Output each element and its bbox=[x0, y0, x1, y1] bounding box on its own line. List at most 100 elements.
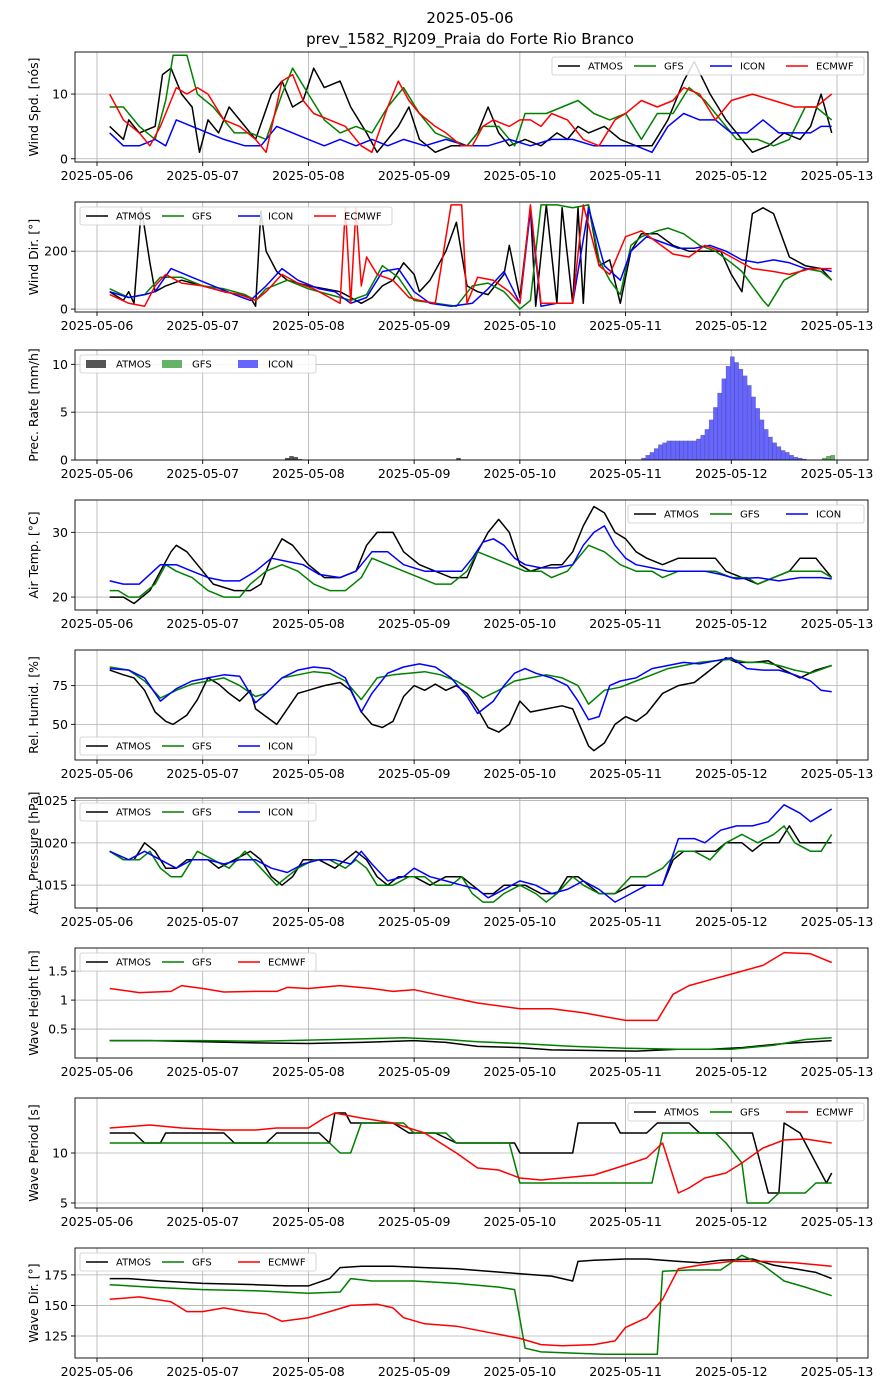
x-tick-label: 2025-05-08 bbox=[272, 1064, 345, 1079]
bar bbox=[662, 442, 667, 460]
axes-frame bbox=[74, 947, 869, 1059]
y-tick-label: 1 bbox=[60, 993, 68, 1008]
legend-label: ICON bbox=[268, 742, 293, 753]
legend-label: ECMWF bbox=[344, 212, 382, 223]
legend-box bbox=[627, 1102, 865, 1122]
legend-swatch bbox=[162, 360, 182, 368]
axes-frame bbox=[74, 499, 869, 611]
bar bbox=[645, 455, 651, 460]
x-tick-label: 2025-05-08 bbox=[272, 168, 345, 183]
bar bbox=[649, 452, 655, 460]
legend-swatch bbox=[238, 360, 258, 368]
series-line-icon bbox=[109, 656, 832, 721]
legend-label: ICON bbox=[268, 212, 293, 223]
legend: ATMOS GFS ICON bbox=[79, 736, 317, 756]
bar bbox=[801, 458, 807, 460]
x-tick-label: 2025-05-07 bbox=[166, 914, 239, 929]
y-tick-label: 10 bbox=[52, 357, 68, 372]
x-tick-label: 2025-05-11 bbox=[589, 914, 662, 929]
plot-area bbox=[109, 505, 833, 605]
x-tick-label: 2025-05-13 bbox=[801, 168, 874, 183]
x-tick-label: 2025-05-09 bbox=[378, 616, 451, 631]
bar bbox=[738, 368, 744, 460]
x-tick-label: 2025-05-06 bbox=[61, 616, 134, 631]
y-tick-label: 20 bbox=[52, 590, 68, 605]
legend: ATMOS GFS ECMWF bbox=[627, 1102, 865, 1122]
bar bbox=[653, 448, 659, 460]
x-tick-label: 2025-05-07 bbox=[166, 1364, 239, 1379]
y-tick-label: 5 bbox=[60, 405, 68, 420]
x-tick-label: 2025-05-08 bbox=[272, 318, 345, 333]
bar bbox=[772, 442, 777, 460]
y-tick-label: 1025 bbox=[36, 793, 68, 808]
x-tick-label: 2025-05-13 bbox=[801, 1214, 874, 1229]
legend-label: ATMOS bbox=[116, 958, 151, 969]
bar bbox=[683, 440, 689, 460]
x-tick-label: 2025-05-08 bbox=[272, 766, 345, 781]
legend-box bbox=[79, 736, 317, 756]
x-tick-label: 2025-05-06 bbox=[61, 1064, 134, 1079]
series-line-ecmwf bbox=[109, 73, 833, 154]
bar bbox=[763, 429, 769, 460]
bar bbox=[725, 366, 731, 460]
axes-frame bbox=[74, 649, 869, 761]
x-tick-label: 2025-05-09 bbox=[378, 766, 451, 781]
y-axis-label: Wave Height [m] bbox=[26, 950, 41, 1056]
bar bbox=[708, 419, 714, 460]
bar bbox=[830, 455, 836, 460]
bar bbox=[759, 419, 765, 460]
axes-frame bbox=[74, 1097, 869, 1209]
legend-label: ICON bbox=[268, 808, 293, 819]
y-tick-label: 10 bbox=[52, 1146, 68, 1161]
bar bbox=[721, 378, 727, 460]
grid bbox=[75, 500, 868, 610]
x-tick-label: 2025-05-13 bbox=[801, 766, 874, 781]
panel-1: 2025-05-06 2025-05-07 2025-05-08 2025-05-09… bbox=[26, 51, 874, 183]
x-tick-label: 2025-05-08 bbox=[272, 1364, 345, 1379]
series-line-icon bbox=[109, 207, 832, 307]
x-tick-label: 2025-05-06 bbox=[61, 318, 134, 333]
legend-label: ATMOS bbox=[664, 1108, 699, 1119]
x-tick-label: 2025-05-07 bbox=[166, 766, 239, 781]
panels: 2025-05-06 2025-05-07 2025-05-08 2025-05-09… bbox=[26, 51, 874, 1379]
series-line-atmos bbox=[109, 505, 833, 605]
series-line-gfs bbox=[109, 1036, 832, 1051]
x-tick-label: 2025-05-11 bbox=[589, 616, 662, 631]
x-tick-label: 2025-05-12 bbox=[695, 318, 768, 333]
legend: ATMOS GFS ECMWF bbox=[79, 952, 317, 972]
figure-title-station: prev_1582_RJ209_Praia do Forte Rio Branc… bbox=[306, 30, 634, 49]
x-tick-label: 2025-05-12 bbox=[695, 616, 768, 631]
legend-label: GFS bbox=[192, 212, 212, 223]
panel-3: 2025-05-06 2025-05-07 2025-05-08 2025-05-09… bbox=[26, 348, 873, 481]
x-tick-label: 2025-05-13 bbox=[801, 1064, 874, 1079]
series-line-gfs bbox=[109, 825, 833, 903]
y-tick-label: 0 bbox=[60, 453, 68, 468]
series-line-atmos bbox=[109, 656, 832, 752]
panel-7: 2025-05-06 2025-05-07 2025-05-08 2025-05-09… bbox=[26, 947, 874, 1079]
series-line-gfs bbox=[109, 54, 833, 147]
x-tick-label: 2025-05-10 bbox=[484, 318, 557, 333]
legend-label: GFS bbox=[192, 1258, 212, 1269]
legend: ATMOS GFS ICON ECMWF bbox=[551, 56, 865, 76]
series-line-icon bbox=[109, 804, 833, 903]
x-tick-label: 2025-05-10 bbox=[484, 1214, 557, 1229]
panel-5: 2025-05-06 2025-05-07 2025-05-08 2025-05-09… bbox=[26, 649, 874, 781]
legend-label: ICON bbox=[268, 360, 293, 371]
x-tick-label: 2025-05-13 bbox=[801, 466, 874, 481]
bar bbox=[826, 455, 831, 460]
x-tick-label: 2025-05-08 bbox=[272, 616, 345, 631]
bar bbox=[658, 444, 663, 460]
legend-label: ATMOS bbox=[116, 742, 151, 753]
legend-label: ATMOS bbox=[664, 510, 699, 521]
legend-label: ATMOS bbox=[588, 62, 623, 73]
bar bbox=[675, 440, 680, 460]
bar bbox=[696, 438, 701, 460]
legend-box bbox=[551, 56, 865, 76]
legend-label: GFS bbox=[192, 742, 212, 753]
bar bbox=[734, 362, 739, 460]
x-tick-label: 2025-05-06 bbox=[61, 766, 134, 781]
bar bbox=[687, 440, 693, 460]
bar bbox=[666, 440, 672, 460]
x-tick-label: 2025-05-09 bbox=[378, 1364, 451, 1379]
x-tick-label: 2025-05-11 bbox=[589, 1214, 662, 1229]
